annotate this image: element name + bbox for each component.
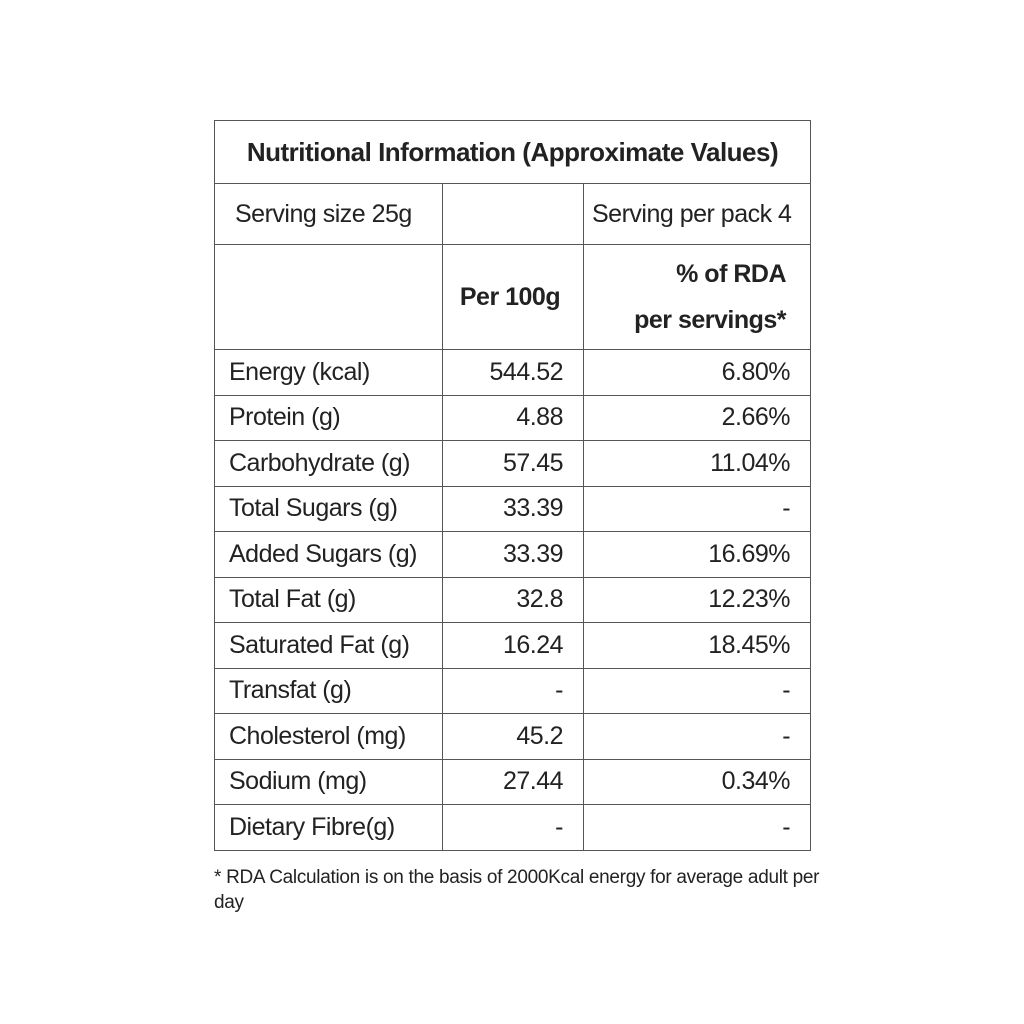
- rda-value: -: [582, 804, 812, 851]
- column-header-row: Per 100g % of RDA per servings*: [214, 244, 812, 350]
- header-rda-line1: % of RDA: [676, 260, 787, 288]
- rda-value: 0.34%: [582, 758, 812, 805]
- table-row: Total Sugars (g) 33.39 -: [214, 485, 812, 532]
- nutrient-name: Sodium (mg): [214, 758, 443, 805]
- header-rda-line2: per servings*: [634, 306, 787, 334]
- nutrient-name: Dietary Fibre(g): [214, 804, 443, 851]
- rda-value: -: [582, 667, 812, 714]
- nutrition-panel: Nutritional Information (Approximate Val…: [213, 120, 819, 915]
- nutrient-name: Total Fat (g): [214, 576, 443, 623]
- per-100g-value: 33.39: [442, 531, 584, 578]
- rda-footnote: * RDA Calculation is on the basis of 200…: [214, 866, 820, 913]
- table-row: Saturated Fat (g) 16.24 18.45%: [214, 622, 812, 669]
- nutrient-name: Transfat (g): [214, 667, 443, 714]
- table-row: Total Fat (g) 32.8 12.23%: [214, 576, 812, 623]
- per-100g-value: 16.24: [442, 622, 584, 669]
- nutrient-name: Saturated Fat (g): [214, 622, 443, 669]
- per-100g-value: 27.44: [442, 758, 584, 805]
- table-title: Nutritional Information (Approximate Val…: [213, 120, 812, 184]
- nutrient-name: Cholesterol (mg): [214, 713, 443, 760]
- per-100g-value: 544.52: [442, 349, 584, 396]
- per-100g-value: -: [442, 667, 584, 714]
- title-row: Nutritional Information (Approximate Val…: [213, 120, 812, 184]
- table-row: Dietary Fibre(g) - -: [214, 804, 812, 851]
- serving-size: Serving size 25g: [214, 183, 443, 245]
- table-row: Sodium (mg) 27.44 0.34%: [214, 758, 812, 805]
- per-100g-value: -: [442, 804, 584, 851]
- serving-per-pack: Serving per pack 4: [582, 183, 812, 245]
- rda-value: 2.66%: [582, 394, 812, 441]
- table-row: Energy (kcal) 544.52 6.80%: [214, 349, 812, 396]
- per-100g-value: 32.8: [442, 576, 584, 623]
- serving-empty-cell: [442, 183, 584, 245]
- nutrient-name: Added Sugars (g): [214, 531, 443, 578]
- serving-row: Serving size 25g Serving per pack 4: [214, 183, 812, 245]
- rda-value: 18.45%: [582, 622, 812, 669]
- nutrient-name: Energy (kcal): [214, 349, 443, 396]
- header-empty-cell: [214, 244, 443, 350]
- per-100g-value: 4.88: [442, 394, 584, 441]
- nutrient-name: Protein (g): [214, 394, 443, 441]
- table-row: Transfat (g) - -: [214, 667, 812, 714]
- rda-value: 6.80%: [582, 349, 812, 396]
- header-per-100g: Per 100g: [442, 244, 584, 350]
- rda-value: 12.23%: [582, 576, 812, 623]
- per-100g-value: 45.2: [442, 713, 584, 760]
- rda-value: 11.04%: [582, 440, 812, 487]
- table-row: Cholesterol (mg) 45.2 -: [214, 713, 812, 760]
- per-100g-value: 57.45: [442, 440, 584, 487]
- table-row: Carbohydrate (g) 57.45 11.04%: [214, 440, 812, 487]
- rda-value: -: [582, 713, 812, 760]
- nutrient-name: Carbohydrate (g): [214, 440, 443, 487]
- per-100g-value: 33.39: [442, 485, 584, 532]
- rda-value: 16.69%: [582, 531, 812, 578]
- nutrient-name: Total Sugars (g): [214, 485, 443, 532]
- header-rda: % of RDA per servings*: [582, 244, 812, 350]
- table-row: Protein (g) 4.88 2.66%: [214, 394, 812, 441]
- table-row: Added Sugars (g) 33.39 16.69%: [214, 531, 812, 578]
- rda-value: -: [582, 485, 812, 532]
- nutrition-table: Nutritional Information (Approximate Val…: [213, 120, 812, 851]
